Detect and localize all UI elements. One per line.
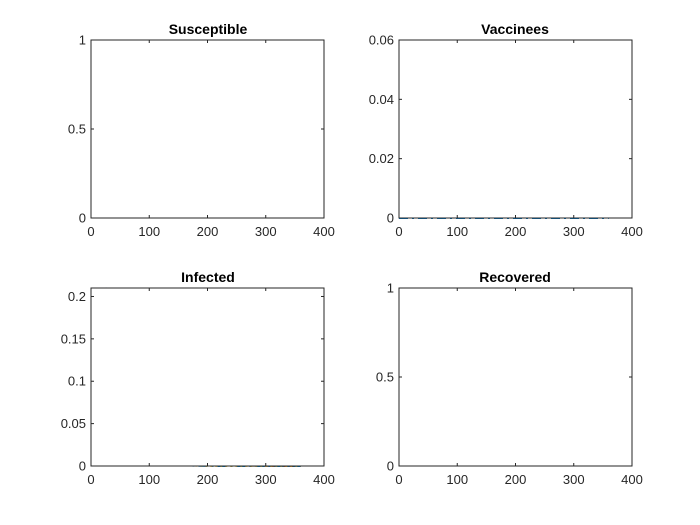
panel-title: Recovered: [479, 269, 551, 285]
x-tick-label: 300: [255, 224, 277, 239]
x-tick-label: 200: [505, 472, 527, 487]
y-tick-label: 0.15: [61, 331, 86, 346]
x-tick-label: 100: [446, 472, 468, 487]
x-tick-label: 0: [87, 472, 94, 487]
chart-panel-infected: 0 100 200 300 400 0 0.05 0.1 0.15 0.2: [61, 287, 335, 487]
y-tick-label: 0: [79, 211, 86, 226]
x-tick-label: 200: [197, 472, 219, 487]
y-tick-label: 0.04: [369, 92, 394, 107]
y-tick-label: 0.2: [68, 289, 86, 304]
x-tick-label: 100: [138, 224, 160, 239]
chart-panel-susceptible: 0 100 200 300 400 0 0.5 1: [68, 33, 335, 240]
chart-panel-vaccinees: 0 100 200 300 400 0 0.02 0.04 0.06: [369, 33, 643, 240]
x-tick-label: 0: [395, 472, 402, 487]
x-tick-label: 300: [563, 224, 585, 239]
x-tick-label: 200: [197, 224, 219, 239]
y-tick-label: 0.5: [376, 370, 394, 385]
axes-box: [398, 287, 633, 467]
x-tick-label: 200: [505, 224, 527, 239]
panel-title: Susceptible: [169, 21, 248, 37]
axes-box: [90, 39, 325, 219]
axes-box: [398, 39, 633, 219]
chart-panel-recovered: 0 100 200 300 400 0 0.5 1: [376, 281, 643, 488]
x-tick-label: 400: [313, 224, 335, 239]
y-tick-label: 0.02: [369, 151, 394, 166]
y-tick-label: 1: [387, 281, 394, 296]
axes-box: [90, 287, 325, 467]
y-tick-label: 0.06: [369, 33, 394, 48]
x-tick-label: 0: [395, 224, 402, 239]
x-tick-label: 400: [313, 472, 335, 487]
y-tick-label: 0: [387, 211, 394, 226]
x-tick-label: 400: [621, 224, 643, 239]
x-tick-label: 400: [621, 472, 643, 487]
panel-title: Infected: [181, 269, 235, 285]
x-tick-label: 300: [563, 472, 585, 487]
x-tick-label: 0: [87, 224, 94, 239]
y-tick-label: 1: [79, 33, 86, 48]
y-tick-label: 0.5: [68, 122, 86, 137]
x-tick-label: 100: [138, 472, 160, 487]
x-tick-label: 100: [446, 224, 468, 239]
y-tick-label: 0: [79, 459, 86, 474]
x-tick-label: 300: [255, 472, 277, 487]
y-tick-label: 0.05: [61, 416, 86, 431]
y-tick-label: 0.1: [68, 374, 86, 389]
panel-title: Vaccinees: [481, 21, 549, 37]
y-tick-label: 0: [387, 459, 394, 474]
